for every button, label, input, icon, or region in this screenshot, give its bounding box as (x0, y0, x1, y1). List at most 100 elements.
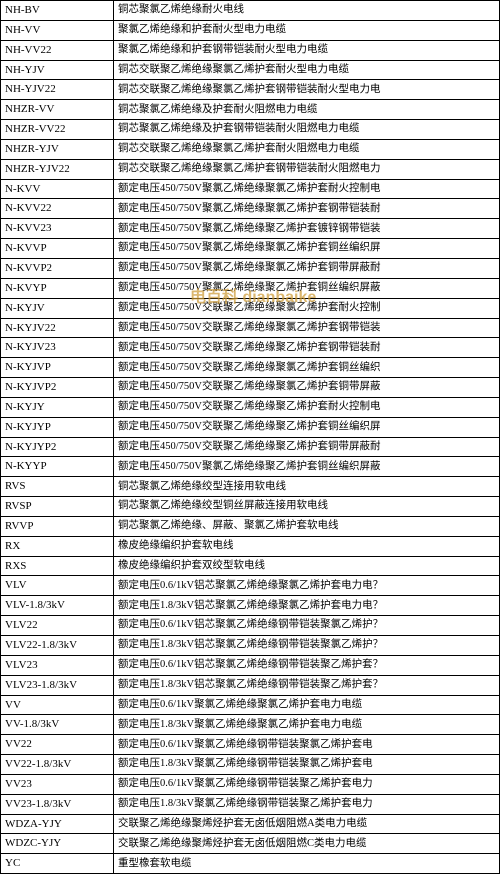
cell-code: NH-VV (1, 20, 114, 40)
cell-desc: 额定电压450/750V交联聚乙烯绝缘聚氯乙烯护套铜丝编织 (114, 358, 500, 378)
cell-desc: 交联聚乙烯绝缘聚烯烃护套无卤低烟阻燃A类电力电缆 (114, 814, 500, 834)
cell-desc: 铜芯交联聚乙烯绝缘聚氯乙烯护套耐火阻燃电力电缆 (114, 139, 500, 159)
cell-code: RXS (1, 556, 114, 576)
cell-code: NHZR-YJV22 (1, 159, 114, 179)
table-row: VV额定电压0.6/1kV聚氯乙烯绝缘聚氯乙烯护套电力电缆 (1, 695, 500, 715)
cell-code: YC (1, 854, 114, 874)
cell-code: N-KYJVP (1, 358, 114, 378)
table-row: NH-BV铜芯聚氯乙烯绝缘耐火电线 (1, 1, 500, 21)
table-row: RXS橡皮绝缘编织护套双绞型软电线 (1, 556, 500, 576)
cell-code: NH-BV (1, 1, 114, 21)
cell-desc: 额定电压450/750V交联聚乙烯绝缘聚乙烯护套铜带屏蔽耐 (114, 437, 500, 457)
cell-desc: 额定电压450/750V聚氯乙烯绝缘聚乙烯护套镀锌钢带铠装 (114, 219, 500, 239)
table-row: N-KYJYP2额定电压450/750V交联聚乙烯绝缘聚乙烯护套铜带屏蔽耐 (1, 437, 500, 457)
cell-code: VV22 (1, 735, 114, 755)
table-row: VLV23额定电压0.6/1kV铝芯聚氯乙烯绝缘钢带铠装聚乙烯护套？ (1, 655, 500, 675)
table-row: N-KVV额定电压450/750V聚氯乙烯绝缘聚氯乙烯护套耐火控制电 (1, 179, 500, 199)
cell-desc: 额定电压0.6/1kV聚氯乙烯绝缘聚氯乙烯护套电力电缆 (114, 695, 500, 715)
cell-code: VV (1, 695, 114, 715)
cell-desc: 额定电压0.6/1kV铝芯聚氯乙烯绝缘钢带铠装聚乙烯护套？ (114, 655, 500, 675)
cell-desc: 交联聚乙烯绝缘聚烯烃护套无卤低烟阻燃C类电力电缆 (114, 834, 500, 854)
table-row: NH-VV聚氯乙烯绝缘和护套耐火型电力电缆 (1, 20, 500, 40)
table-row: NH-YJV22铜芯交联聚乙烯绝缘聚氯乙烯护套钢带铠装耐火型电力电 (1, 80, 500, 100)
table-row: N-KVV23额定电压450/750V聚氯乙烯绝缘聚乙烯护套镀锌钢带铠装 (1, 219, 500, 239)
table-row: NHZR-VV22铜芯聚氯乙烯绝缘及护套钢带铠装耐火阻燃电力电缆 (1, 120, 500, 140)
cell-code: NHZR-YJV (1, 139, 114, 159)
cell-desc: 额定电压0.6/1kV铝芯聚氯乙烯绝缘钢带铠装聚氯乙烯护？ (114, 616, 500, 636)
cell-desc: 铜芯聚氯乙烯绝缘耐火电线 (114, 1, 500, 21)
cell-code: N-KVV23 (1, 219, 114, 239)
table-row: VLV22额定电压0.6/1kV铝芯聚氯乙烯绝缘钢带铠装聚氯乙烯护？ (1, 616, 500, 636)
cell-code: N-KYJV23 (1, 338, 114, 358)
cell-desc: 额定电压1.8/3kV铝芯聚氯乙烯绝缘钢带铠装聚乙烯护套？ (114, 675, 500, 695)
cell-code: VV22-1.8/3kV (1, 755, 114, 775)
cell-code: N-KVYP (1, 278, 114, 298)
table-row: N-KYJY额定电压450/750V交联聚乙烯绝缘聚乙烯护套耐火控制电 (1, 397, 500, 417)
table-row: VV22额定电压0.6/1kV聚氯乙烯绝缘钢带铠装聚氯乙烯护套电 (1, 735, 500, 755)
table-row: N-KYJVP2额定电压450/750V交联聚乙烯绝缘聚氯乙烯护套铜带屏蔽 (1, 378, 500, 398)
table-row: VV-1.8/3kV额定电压1.8/3kV聚氯乙烯绝缘聚氯乙烯护套电力电缆 (1, 715, 500, 735)
table-row: YC重型橡套软电缆 (1, 854, 500, 874)
cell-desc: 铜芯聚氯乙烯绝缘及护套钢带铠装耐火阻燃电力电缆 (114, 120, 500, 140)
cell-code: N-KYJYP (1, 417, 114, 437)
cell-code: VLV23 (1, 655, 114, 675)
cell-desc: 重型橡套软电缆 (114, 854, 500, 874)
cell-code: N-KVV (1, 179, 114, 199)
cell-desc: 额定电压450/750V聚氯乙烯绝缘聚乙烯护套铜丝编织屏蔽 (114, 457, 500, 477)
table-row: VV23额定电压0.6/1kV聚氯乙烯绝缘钢带铠装聚乙烯护套电力 (1, 774, 500, 794)
table-row: N-KVVP2额定电压450/750V聚氯乙烯绝缘聚氯乙烯护套铜带屏蔽耐 (1, 258, 500, 278)
table-row: WDZA-YJY交联聚乙烯绝缘聚烯烃护套无卤低烟阻燃A类电力电缆 (1, 814, 500, 834)
table-row: NHZR-VV铜芯聚氯乙烯绝缘及护套耐火阻燃电力电缆 (1, 100, 500, 120)
cell-code: NHZR-VV22 (1, 120, 114, 140)
table-row: VLV23-1.8/3kV额定电压1.8/3kV铝芯聚氯乙烯绝缘钢带铠装聚乙烯护… (1, 675, 500, 695)
cell-code: NH-VV22 (1, 40, 114, 60)
table-row: RVVP铜芯聚氯乙烯绝缘、屏蔽、聚氯乙烯护套软电线 (1, 516, 500, 536)
table-row: VLV额定电压0.6/1kV铝芯聚氯乙烯绝缘聚氯乙烯护套电力电？ (1, 576, 500, 596)
cell-code: VV-1.8/3kV (1, 715, 114, 735)
cell-desc: 额定电压450/750V聚氯乙烯绝缘聚氯乙烯护套耐火控制电 (114, 179, 500, 199)
cell-desc: 橡皮绝缘编织护套软电线 (114, 536, 500, 556)
cell-code: RVS (1, 477, 114, 497)
cell-desc: 额定电压1.8/3kV聚氯乙烯绝缘钢带铠装聚氯乙烯护套电 (114, 755, 500, 775)
cell-desc: 额定电压0.6/1kV聚氯乙烯绝缘钢带铠装聚乙烯护套电力 (114, 774, 500, 794)
cell-desc: 额定电压1.8/3kV聚氯乙烯绝缘聚氯乙烯护套电力电缆 (114, 715, 500, 735)
table-row: N-KVVP额定电压450/750V聚氯乙烯绝缘聚氯乙烯护套铜丝编织屏 (1, 239, 500, 259)
table-row: WDZC-YJY交联聚乙烯绝缘聚烯烃护套无卤低烟阻燃C类电力电缆 (1, 834, 500, 854)
cell-code: N-KYJV (1, 298, 114, 318)
cell-desc: 铜芯聚氯乙烯绝缘绞型铜丝屏蔽连接用软电线 (114, 497, 500, 517)
cell-code: NH-YJV22 (1, 80, 114, 100)
cell-code: N-KYJYP2 (1, 437, 114, 457)
cell-code: N-KVV22 (1, 199, 114, 219)
cell-desc: 铜芯交联聚乙烯绝缘聚氯乙烯护套耐火型电力电缆 (114, 60, 500, 80)
table-row: NH-VV22聚氯乙烯绝缘和护套钢带铠装耐火型电力电缆 (1, 40, 500, 60)
table-row: N-KVYP额定电压450/750V聚氯乙烯绝缘聚乙烯护套铜丝编织屏蔽 (1, 278, 500, 298)
table-row: N-KYJYP额定电压450/750V交联聚乙烯绝缘聚乙烯护套铜丝编织屏 (1, 417, 500, 437)
cell-code: VLV22 (1, 616, 114, 636)
cell-desc: 铜芯聚氯乙烯绝缘及护套耐火阻燃电力电缆 (114, 100, 500, 120)
cell-code: VV23 (1, 774, 114, 794)
cell-desc: 铜芯聚氯乙烯绝缘绞型连接用软电线 (114, 477, 500, 497)
cable-spec-table: NH-BV铜芯聚氯乙烯绝缘耐火电线NH-VV聚氯乙烯绝缘和护套耐火型电力电缆NH… (0, 0, 500, 874)
table-row: N-KVV22额定电压450/750V聚氯乙烯绝缘聚氯乙烯护套钢带铠装耐 (1, 199, 500, 219)
cell-code: VV23-1.8/3kV (1, 794, 114, 814)
cell-desc: 聚氯乙烯绝缘和护套钢带铠装耐火型电力电缆 (114, 40, 500, 60)
table-row: NHZR-YJV铜芯交联聚乙烯绝缘聚氯乙烯护套耐火阻燃电力电缆 (1, 139, 500, 159)
table-row: N-KYJV额定电压450/750V交联聚乙烯绝缘聚氯乙烯护套耐火控制 (1, 298, 500, 318)
cell-code: VLV23-1.8/3kV (1, 675, 114, 695)
cell-desc: 额定电压450/750V交联聚乙烯绝缘聚氯乙烯护套钢带铠装 (114, 318, 500, 338)
table-row: VV22-1.8/3kV额定电压1.8/3kV聚氯乙烯绝缘钢带铠装聚氯乙烯护套电 (1, 755, 500, 775)
cell-code: N-KVVP2 (1, 258, 114, 278)
cell-code: RVVP (1, 516, 114, 536)
cell-desc: 橡皮绝缘编织护套双绞型软电线 (114, 556, 500, 576)
cell-desc: 额定电压450/750V聚氯乙烯绝缘聚氯乙烯护套钢带铠装耐 (114, 199, 500, 219)
table-row: NHZR-YJV22铜芯交联聚乙烯绝缘聚氯乙烯护套钢带铠装耐火阻燃电力 (1, 159, 500, 179)
cell-code: N-KYJV22 (1, 318, 114, 338)
table-row: NH-YJV铜芯交联聚乙烯绝缘聚氯乙烯护套耐火型电力电缆 (1, 60, 500, 80)
cell-desc: 额定电压450/750V聚氯乙烯绝缘聚氯乙烯护套铜带屏蔽耐 (114, 258, 500, 278)
cell-desc: 额定电压450/750V交联聚乙烯绝缘聚乙烯护套铜丝编织屏 (114, 417, 500, 437)
table-row: RVS铜芯聚氯乙烯绝缘绞型连接用软电线 (1, 477, 500, 497)
table-row: VLV-1.8/3kV额定电压1.8/3kV铝芯聚氯乙烯绝缘聚氯乙烯护套电力电？ (1, 596, 500, 616)
cell-code: N-KYYP (1, 457, 114, 477)
cell-desc: 额定电压450/750V聚氯乙烯绝缘聚氯乙烯护套铜丝编织屏 (114, 239, 500, 259)
cell-code: NHZR-VV (1, 100, 114, 120)
